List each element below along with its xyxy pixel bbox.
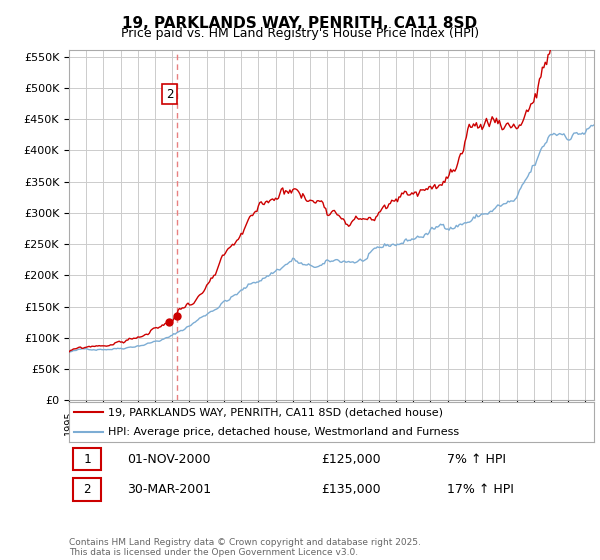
Text: 1: 1 bbox=[83, 452, 91, 466]
Text: 01-NOV-2000: 01-NOV-2000 bbox=[127, 452, 210, 466]
Text: 2: 2 bbox=[166, 88, 173, 101]
FancyBboxPatch shape bbox=[73, 478, 101, 501]
Text: Contains HM Land Registry data © Crown copyright and database right 2025.
This d: Contains HM Land Registry data © Crown c… bbox=[69, 538, 421, 557]
Text: 7% ↑ HPI: 7% ↑ HPI bbox=[447, 452, 506, 466]
Text: 2: 2 bbox=[83, 483, 91, 496]
Text: HPI: Average price, detached house, Westmorland and Furness: HPI: Average price, detached house, West… bbox=[109, 427, 460, 437]
Text: Price paid vs. HM Land Registry's House Price Index (HPI): Price paid vs. HM Land Registry's House … bbox=[121, 27, 479, 40]
Text: 19, PARKLANDS WAY, PENRITH, CA11 8SD: 19, PARKLANDS WAY, PENRITH, CA11 8SD bbox=[122, 16, 478, 31]
Text: 17% ↑ HPI: 17% ↑ HPI bbox=[447, 483, 514, 496]
Text: £125,000: £125,000 bbox=[321, 452, 380, 466]
Text: 19, PARKLANDS WAY, PENRITH, CA11 8SD (detached house): 19, PARKLANDS WAY, PENRITH, CA11 8SD (de… bbox=[109, 407, 443, 417]
Text: 30-MAR-2001: 30-MAR-2001 bbox=[127, 483, 211, 496]
FancyBboxPatch shape bbox=[73, 448, 101, 470]
Text: £135,000: £135,000 bbox=[321, 483, 380, 496]
